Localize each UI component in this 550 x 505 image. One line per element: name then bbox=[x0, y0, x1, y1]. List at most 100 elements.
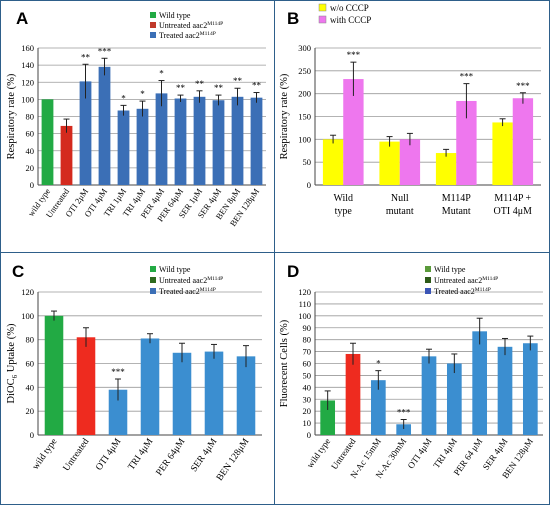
significance-marker: *** bbox=[460, 72, 474, 82]
legend-label: with CCCP bbox=[330, 15, 371, 25]
bar-a bbox=[231, 96, 244, 185]
bar-a bbox=[136, 108, 149, 185]
y-tick-label: 60 bbox=[26, 129, 35, 139]
y-tick-label: 200 bbox=[298, 89, 311, 99]
y-axis-label: Respiratory rate (%) bbox=[6, 73, 17, 159]
significance-marker: ** bbox=[252, 81, 262, 91]
y-tick-label: 20 bbox=[303, 406, 312, 416]
y-axis-label-subscript: 6 bbox=[11, 374, 19, 378]
y-tick-label: 160 bbox=[21, 43, 34, 53]
legend-label: Untreated aac2M114P bbox=[159, 276, 223, 285]
legend-swatch bbox=[150, 266, 156, 272]
significance-marker: *** bbox=[98, 46, 112, 56]
panel-label: D bbox=[287, 262, 299, 281]
significance-marker: * bbox=[159, 69, 164, 79]
legend-swatch bbox=[150, 22, 156, 28]
y-tick-label: 40 bbox=[26, 146, 35, 156]
legend-label: Untreated aac2M114P bbox=[159, 21, 223, 30]
panel-label: A bbox=[16, 9, 28, 28]
chart-panel-a: 0 20 40 60 80 100 120 140 160 A Respiratory rate (… bbox=[6, 9, 266, 228]
y-tick-label: 120 bbox=[21, 77, 34, 87]
y-tick-label: 100 bbox=[298, 134, 311, 144]
bar-b bbox=[435, 153, 457, 185]
y-axis-label: Fluorecent Cells (%) bbox=[279, 319, 290, 407]
x-tick-label: SER 4μM bbox=[189, 437, 219, 474]
bar-d bbox=[421, 356, 437, 435]
x-tick-label: OTI 4μM bbox=[94, 437, 123, 473]
bar-d bbox=[446, 363, 462, 435]
x-tick-label: OTI 4μM bbox=[406, 436, 434, 470]
y-tick-label: 250 bbox=[298, 66, 311, 76]
y-tick-label: 60 bbox=[303, 359, 312, 369]
bar-d bbox=[345, 353, 361, 435]
bar-b bbox=[399, 139, 421, 185]
y-tick-label: 90 bbox=[303, 323, 312, 333]
y-tick-label: 120 bbox=[21, 287, 34, 297]
y-axis-label: Respiratory rate (%) bbox=[279, 73, 290, 159]
y-axis-label: DiOC6 Uptake (%) bbox=[6, 323, 19, 403]
significance-marker: ** bbox=[81, 52, 91, 62]
legend-swatch bbox=[318, 3, 327, 12]
bar-a bbox=[60, 125, 73, 185]
y-tick-label: 60 bbox=[26, 359, 35, 369]
x-tick-label: TRI 4μM bbox=[127, 437, 156, 473]
y-tick-label: 10 bbox=[303, 418, 312, 428]
bar-a bbox=[174, 98, 187, 185]
y-tick-label: 100 bbox=[21, 94, 34, 104]
y-axis-label-tail: Uptake (%) bbox=[6, 323, 17, 375]
bar-c bbox=[44, 315, 64, 435]
bar-b bbox=[492, 122, 513, 185]
x-tick-label: Null mutant bbox=[386, 193, 414, 217]
legend-label: w/o CCCP bbox=[330, 3, 369, 13]
panel-divider-horizontal bbox=[0, 252, 550, 253]
bar-d bbox=[497, 346, 513, 435]
y-tick-label: 40 bbox=[26, 382, 35, 392]
significance-marker: * bbox=[121, 93, 126, 103]
bar-a bbox=[41, 99, 54, 185]
bar-c bbox=[236, 356, 256, 435]
bar-a bbox=[79, 81, 92, 185]
bar-b bbox=[322, 139, 344, 185]
legend-label: Wild type bbox=[159, 11, 191, 20]
bar-a bbox=[155, 93, 168, 185]
legend-swatch bbox=[425, 288, 431, 294]
y-tick-label: 140 bbox=[21, 60, 34, 70]
bar-d bbox=[472, 331, 488, 435]
x-tick-label: Wild type bbox=[333, 193, 353, 217]
bar-d bbox=[370, 380, 386, 435]
bar-b bbox=[512, 98, 534, 185]
x-tick-label: PER 64μM bbox=[155, 437, 188, 478]
y-tick-label: 110 bbox=[299, 299, 311, 309]
y-tick-label: 100 bbox=[298, 311, 311, 321]
y-axis-label-main: DiOC bbox=[6, 378, 17, 403]
significance-marker: *** bbox=[516, 81, 530, 91]
y-tick-label: 0 bbox=[30, 180, 34, 190]
significance-marker: *** bbox=[347, 50, 361, 60]
significance-marker: ** bbox=[195, 79, 205, 89]
x-tick-label: Untreated bbox=[62, 437, 92, 474]
bar-a bbox=[193, 96, 206, 185]
legend-swatch bbox=[150, 288, 156, 294]
y-tick-label: 40 bbox=[303, 382, 312, 392]
y-tick-label: 0 bbox=[30, 430, 34, 440]
x-tick-label: wild type bbox=[305, 436, 333, 469]
y-tick-label: 0 bbox=[307, 430, 311, 440]
chart-panel-b: 0 50 100 150 200 250 300 B Respiratory rate (%) *… bbox=[279, 3, 541, 217]
significance-marker: ** bbox=[176, 83, 186, 93]
bar-d bbox=[320, 400, 336, 435]
legend-swatch bbox=[425, 266, 431, 272]
x-tick-label: M114P Mutant bbox=[442, 193, 472, 217]
x-tick-label: BEN 128μM bbox=[215, 437, 252, 483]
legend-label: Treated aac2M114P bbox=[434, 287, 491, 296]
bar-b bbox=[343, 79, 364, 185]
y-tick-label: 0 bbox=[307, 180, 311, 190]
legend-swatch bbox=[318, 15, 327, 24]
bar-c bbox=[76, 337, 96, 435]
x-tick-label: TRI 4μM bbox=[431, 436, 459, 470]
significance-marker: *** bbox=[397, 408, 411, 418]
bar-b bbox=[379, 141, 400, 185]
bar-c bbox=[108, 389, 128, 435]
legend-label: Untreated aac2M114P bbox=[434, 276, 498, 285]
chart-panel-c: 0 20 40 60 80 100 120 C DiOC6 Uptake (%) *** wild … bbox=[6, 262, 262, 483]
